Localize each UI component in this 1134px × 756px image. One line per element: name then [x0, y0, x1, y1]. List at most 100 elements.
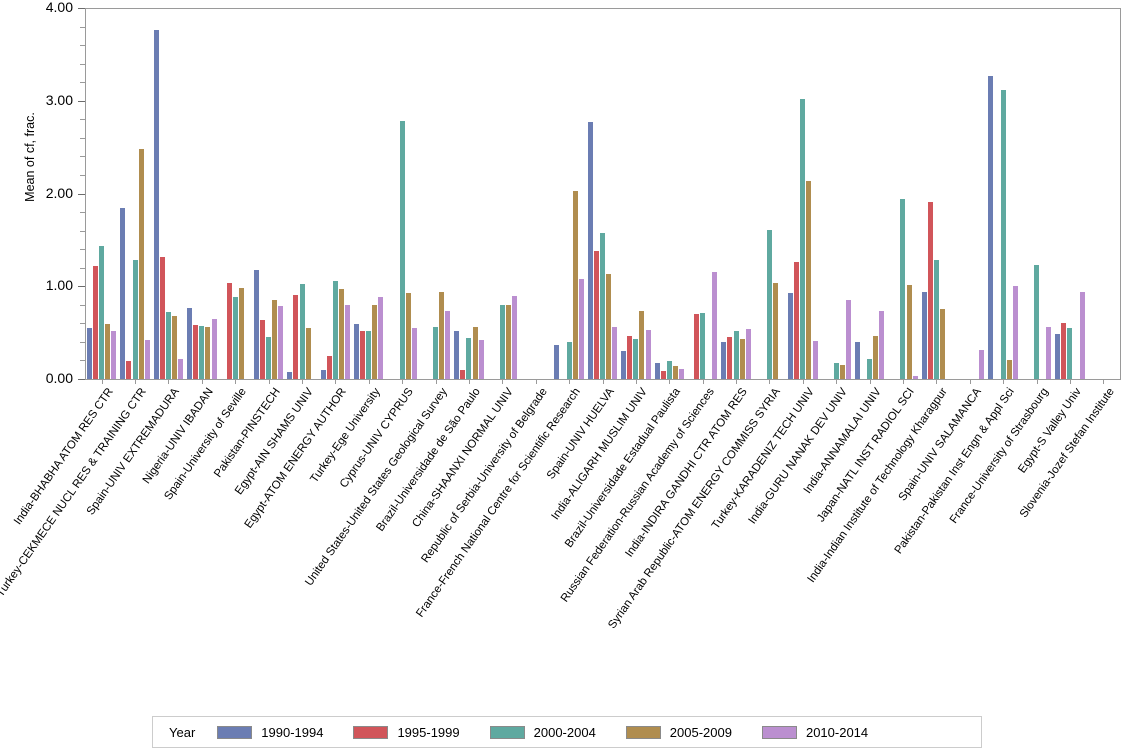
legend-item-label: 1990-1994	[261, 724, 324, 740]
x-axis-group-tick	[1036, 380, 1038, 384]
x-axis-group-tick	[669, 380, 671, 384]
bar	[226, 283, 232, 379]
legend-title: Year	[169, 724, 196, 740]
x-axis-tick-label: Republic of Serbia-University of Belgrad…	[419, 386, 550, 566]
bar	[988, 75, 994, 379]
y-axis-tick-label: 3.00	[45, 91, 73, 108]
legend-item-2000-2004[interactable]: 2000-2004	[489, 724, 596, 740]
bar	[260, 319, 266, 379]
y-axis-tick-label: 2.00	[45, 184, 73, 201]
legend: Year 1990-1994 1995-1999 2000-2004 2005-200…	[152, 716, 982, 748]
bar	[345, 304, 351, 379]
bar	[111, 330, 117, 379]
legend-item-2010-2014[interactable]: 2010-2014	[761, 725, 868, 740]
bar	[232, 297, 238, 379]
bar	[927, 201, 933, 379]
y-axis-minor-tick	[80, 341, 85, 343]
plot-right-border	[1120, 8, 1121, 380]
bar	[193, 325, 199, 379]
x-axis-group-tick	[502, 380, 504, 384]
y-axis-minor-tick	[80, 174, 85, 176]
y-axis-minor-tick	[80, 82, 85, 84]
bar	[499, 304, 505, 379]
x-axis-tick-label: Egypt-S Valley Univ	[1016, 386, 1084, 476]
bar	[900, 199, 906, 379]
bar	[612, 327, 618, 379]
bar	[272, 300, 278, 379]
y-axis-tick-label: 1.00	[45, 277, 73, 294]
bar	[627, 336, 633, 379]
bar	[372, 304, 378, 379]
bar	[454, 330, 460, 379]
x-axis-group-tick	[268, 380, 270, 384]
x-axis-group-tick	[1069, 380, 1071, 384]
y-axis-minor-tick	[80, 26, 85, 28]
bar	[460, 369, 466, 379]
bar	[873, 336, 879, 379]
x-axis-group-tick	[335, 380, 337, 384]
bar	[332, 280, 338, 379]
x-axis-line	[85, 379, 1121, 380]
x-axis-group-tick	[1003, 380, 1005, 384]
bar	[833, 363, 839, 379]
bar	[132, 260, 138, 379]
bar	[712, 272, 718, 379]
bar	[205, 327, 211, 379]
bar	[1012, 286, 1018, 379]
bar	[1046, 327, 1052, 379]
bar	[812, 340, 818, 379]
bar	[587, 122, 593, 379]
bar	[1034, 264, 1040, 379]
legend-item-label: 2000-2004	[533, 724, 596, 740]
y-axis-minor-tick	[80, 45, 85, 47]
bar	[660, 370, 666, 379]
bar	[694, 314, 700, 379]
legend-color-swatch	[217, 725, 253, 739]
legend-item-1995-1999[interactable]: 1995-1999	[353, 725, 460, 740]
bar	[120, 208, 126, 379]
x-axis-group-tick	[802, 380, 804, 384]
plot-area	[85, 8, 1120, 379]
bar	[378, 297, 384, 379]
bar	[745, 328, 751, 379]
x-axis-group-tick	[235, 380, 237, 384]
bar	[1006, 359, 1012, 379]
bar	[512, 295, 518, 379]
bar	[178, 358, 184, 379]
bar	[788, 292, 794, 379]
x-axis-group-tick	[869, 380, 871, 384]
bar	[187, 307, 193, 379]
x-axis-group-tick	[569, 380, 571, 384]
legend-item-label: 2005-2009	[669, 724, 732, 740]
bar	[144, 340, 150, 379]
x-axis-group-tick	[135, 380, 137, 384]
bar	[794, 262, 800, 379]
bar	[867, 358, 873, 379]
y-axis-minor-tick	[80, 212, 85, 214]
bar	[433, 327, 439, 379]
bar	[572, 190, 578, 379]
bar	[505, 304, 511, 379]
bar	[86, 328, 92, 379]
bar	[93, 265, 99, 379]
x-axis-tick-label: India-INDIRA GANDHI CTR ATOM RES	[623, 386, 750, 560]
legend-item-1990-1994[interactable]: 1990-1994	[217, 725, 323, 740]
x-axis-group-tick	[535, 380, 537, 384]
x-axis-group-tick	[736, 380, 738, 384]
bar	[266, 337, 272, 379]
bar	[979, 350, 985, 379]
bar	[806, 180, 812, 379]
legend-item-2005-2009[interactable]: 2005-2009	[625, 724, 732, 740]
bar	[1079, 291, 1085, 379]
x-axis-group-tick	[902, 380, 904, 384]
x-axis-group-tick	[969, 380, 971, 384]
y-axis-minor-tick	[80, 249, 85, 251]
bar	[739, 339, 745, 379]
bar	[439, 291, 445, 379]
x-axis-group-tick	[936, 380, 938, 384]
y-axis-major-tick	[78, 379, 85, 380]
y-axis-minor-tick	[80, 137, 85, 139]
y-axis-minor-tick	[80, 119, 85, 121]
bar	[678, 368, 684, 379]
